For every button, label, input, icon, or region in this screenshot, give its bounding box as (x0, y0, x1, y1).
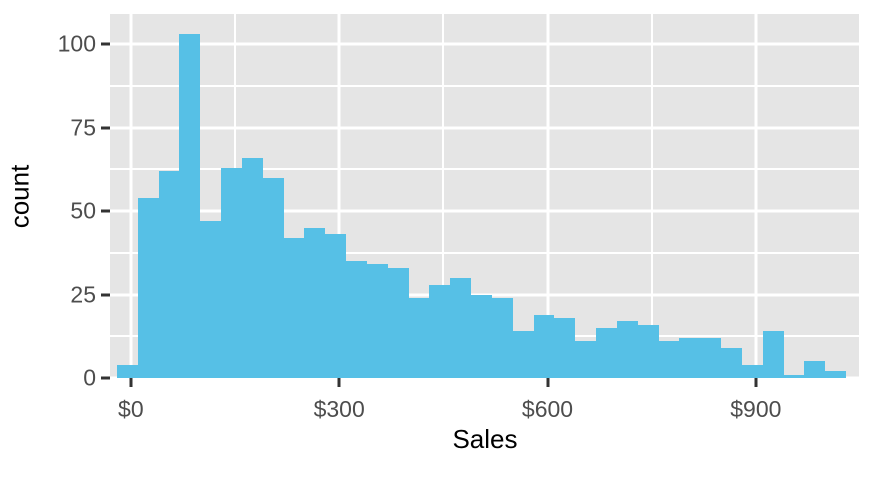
x-axis-tick-mark (337, 378, 341, 387)
histogram-bar (825, 371, 847, 378)
gridline-vertical-major (754, 14, 758, 378)
histogram-bar (491, 297, 513, 378)
y-axis-tick-label: 0 (83, 364, 96, 391)
histogram-bar (762, 331, 784, 378)
y-axis-tick-label: 25 (70, 281, 96, 307)
gridline-vertical-major (546, 14, 549, 378)
gridline-vertical-major (337, 14, 341, 378)
y-axis-tick-mark (101, 209, 110, 213)
y-axis-tick-labels: 0 25 50 75 100 (34, 0, 96, 477)
histogram-bar (408, 297, 430, 378)
y-axis-tick-mark (101, 126, 110, 130)
gridline-horizontal-major (110, 293, 860, 296)
histogram-bar (554, 317, 576, 378)
x-axis-tick-mark (546, 378, 549, 387)
histogram-bar (512, 331, 534, 378)
x-axis-tick-label: $300 (313, 396, 365, 422)
histogram-bar (637, 324, 659, 378)
y-axis-tick-label: 75 (70, 114, 96, 141)
histogram-bar (596, 327, 617, 378)
histogram-bar (450, 277, 472, 378)
histogram-bar (304, 227, 326, 378)
gridline-horizontal-minor (110, 251, 860, 254)
histogram-bar (346, 261, 367, 378)
histogram-bar (658, 341, 680, 378)
histogram-bar (471, 294, 492, 378)
gridline-vertical-minor (859, 14, 860, 378)
histogram-bar (116, 364, 138, 378)
histogram-bar (783, 374, 805, 378)
histogram-bar (262, 177, 284, 378)
x-axis-tick-mark (754, 378, 758, 387)
gridline-horizontal-major (110, 126, 860, 130)
gridline-vertical-major (129, 14, 133, 378)
gridline-vertical-minor (650, 14, 653, 378)
x-axis-tick-label: $900 (730, 396, 782, 422)
histogram-bar (616, 321, 638, 378)
histogram-bar (200, 221, 222, 378)
plot-panel (110, 14, 860, 378)
histogram-bar (221, 167, 242, 378)
histogram-bar (137, 197, 159, 378)
y-axis-tick-label: 100 (57, 30, 96, 57)
gridline-horizontal-minor (110, 84, 860, 87)
histogram-bar (241, 157, 263, 378)
x-axis-tick-label: $600 (521, 396, 574, 422)
x-axis-tick-mark (129, 378, 133, 387)
gridline-vertical-minor (442, 14, 445, 378)
histogram-bar (366, 264, 388, 378)
histogram-bar (429, 284, 451, 378)
y-axis-tick-mark (101, 376, 110, 380)
histogram-bar (741, 364, 763, 378)
histogram-bar (804, 361, 826, 378)
histogram-bar (700, 337, 722, 378)
y-axis-tick-label: 50 (70, 197, 96, 224)
histogram-bar (721, 347, 742, 378)
gridline-horizontal-major (110, 42, 860, 46)
gridline-horizontal-minor (110, 168, 860, 171)
histogram-bar (533, 314, 555, 378)
y-axis-tick-mark (101, 42, 110, 46)
histogram-bar (179, 34, 201, 378)
y-axis-tick-mark (101, 293, 110, 296)
histogram-bar (575, 341, 597, 378)
x-axis-tick-label: $0 (118, 396, 144, 422)
histogram-bar (283, 237, 305, 378)
histogram-bar (679, 337, 701, 378)
histogram-bar (325, 234, 347, 378)
histogram-bar (387, 267, 409, 378)
gridline-horizontal-major (110, 209, 860, 213)
histogram-bar (158, 170, 180, 378)
